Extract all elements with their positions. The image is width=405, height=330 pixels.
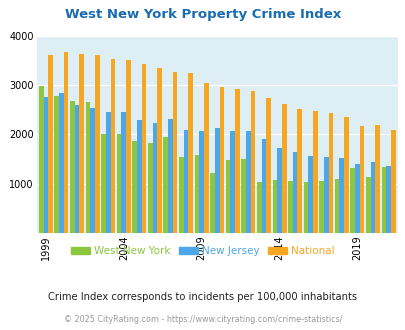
Bar	[241, 159, 245, 233]
Bar	[323, 157, 328, 233]
Text: © 2025 CityRating.com - https://www.cityrating.com/crime-statistics/: © 2025 CityRating.com - https://www.city…	[64, 315, 341, 324]
Bar	[183, 130, 188, 233]
Bar	[79, 54, 84, 233]
Bar	[365, 177, 370, 233]
Bar	[277, 148, 281, 233]
Bar	[70, 101, 75, 233]
Bar	[64, 52, 68, 233]
Bar	[334, 179, 339, 233]
Bar	[292, 152, 297, 233]
Bar	[303, 182, 307, 233]
Bar	[354, 164, 359, 233]
Bar	[381, 167, 385, 233]
Bar	[85, 102, 90, 233]
Bar	[173, 72, 177, 233]
Bar	[39, 86, 43, 233]
Bar	[256, 182, 261, 233]
Bar	[219, 87, 224, 233]
Bar	[281, 104, 286, 233]
Bar	[117, 135, 121, 233]
Bar	[75, 105, 79, 233]
Text: West New York Property Crime Index: West New York Property Crime Index	[65, 8, 340, 21]
Bar	[339, 157, 343, 233]
Bar	[141, 64, 146, 233]
Bar	[272, 180, 277, 233]
Bar	[250, 91, 255, 233]
Bar	[312, 112, 317, 233]
Bar	[163, 137, 168, 233]
Bar	[168, 119, 173, 233]
Legend: West New York, New Jersey, National: West New York, New Jersey, National	[67, 242, 338, 260]
Bar	[343, 117, 348, 233]
Bar	[210, 173, 214, 233]
Bar	[297, 110, 301, 233]
Bar	[157, 68, 162, 233]
Bar	[318, 181, 323, 233]
Bar	[350, 168, 354, 233]
Bar	[147, 143, 152, 233]
Bar	[132, 141, 136, 233]
Bar	[230, 131, 234, 233]
Bar	[328, 113, 333, 233]
Bar	[266, 98, 270, 233]
Bar	[188, 73, 193, 233]
Bar	[152, 123, 157, 233]
Bar	[136, 120, 141, 233]
Bar	[48, 55, 53, 233]
Bar	[121, 112, 126, 233]
Bar	[225, 160, 230, 233]
Bar	[101, 134, 106, 233]
Text: Crime Index corresponds to incidents per 100,000 inhabitants: Crime Index corresponds to incidents per…	[48, 292, 357, 302]
Bar	[261, 139, 266, 233]
Bar	[214, 128, 219, 233]
Bar	[359, 126, 364, 233]
Bar	[95, 55, 99, 233]
Bar	[203, 83, 208, 233]
Bar	[90, 108, 95, 233]
Bar	[179, 156, 183, 233]
Bar	[288, 181, 292, 233]
Bar	[199, 131, 203, 233]
Bar	[106, 113, 110, 233]
Bar	[126, 60, 130, 233]
Bar	[245, 131, 250, 233]
Bar	[194, 155, 199, 233]
Bar	[390, 130, 394, 233]
Bar	[374, 125, 379, 233]
Bar	[54, 96, 59, 233]
Bar	[234, 89, 239, 233]
Bar	[110, 59, 115, 233]
Bar	[43, 97, 48, 233]
Bar	[307, 155, 312, 233]
Bar	[370, 162, 374, 233]
Bar	[59, 93, 64, 233]
Bar	[385, 166, 390, 233]
